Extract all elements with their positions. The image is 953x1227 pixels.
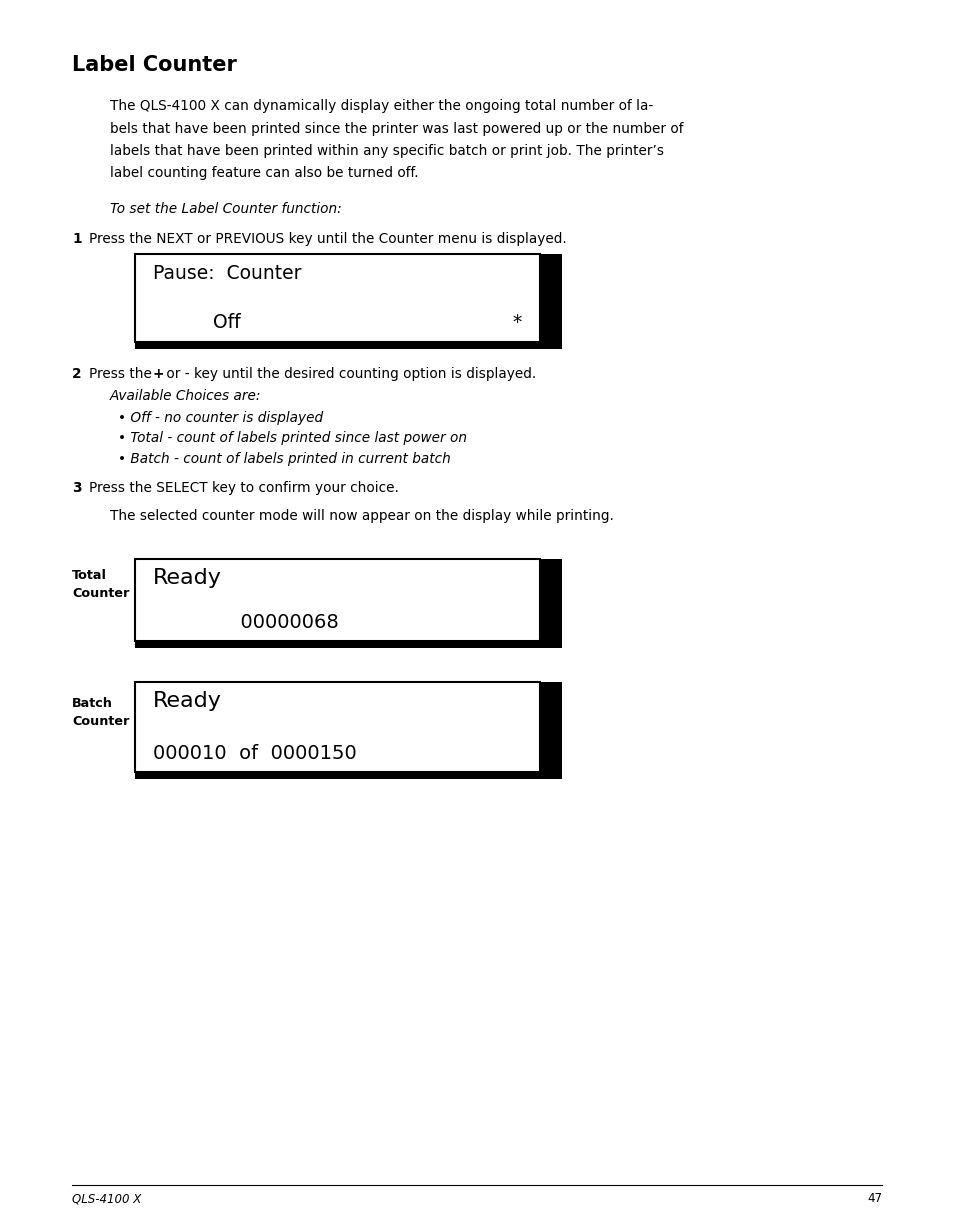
Bar — [135, 254, 539, 342]
Text: Available Choices are:: Available Choices are: — [110, 389, 261, 402]
Bar — [135, 340, 561, 348]
Bar — [539, 682, 561, 779]
Bar — [135, 560, 539, 642]
Text: • Total - count of labels printed since last power on: • Total - count of labels printed since … — [118, 432, 467, 445]
Text: Press the SELECT key to confirm your choice.: Press the SELECT key to confirm your cho… — [89, 481, 398, 494]
Text: The selected counter mode will now appear on the display while printing.: The selected counter mode will now appea… — [110, 509, 613, 524]
Text: 3: 3 — [71, 481, 82, 494]
Text: Off: Off — [152, 313, 240, 333]
Text: *: * — [512, 313, 521, 333]
Bar — [539, 560, 561, 648]
Text: labels that have been printed within any specific batch or print job. The printe: labels that have been printed within any… — [110, 144, 663, 158]
Text: Total
Counter: Total Counter — [71, 569, 130, 600]
Text: • Batch - count of labels printed in current batch: • Batch - count of labels printed in cur… — [118, 452, 450, 466]
Text: • Off - no counter is displayed: • Off - no counter is displayed — [118, 411, 323, 425]
Text: Press the: Press the — [89, 367, 156, 382]
Text: 47: 47 — [866, 1191, 882, 1205]
Text: Ready: Ready — [152, 568, 222, 589]
Text: Batch
Counter: Batch Counter — [71, 697, 130, 729]
Text: Label Counter: Label Counter — [71, 55, 236, 75]
Text: +: + — [152, 367, 163, 382]
Text: or - key until the desired counting option is displayed.: or - key until the desired counting opti… — [161, 367, 536, 382]
Text: 000010  of  0000150: 000010 of 0000150 — [152, 745, 356, 763]
Bar — [135, 639, 561, 648]
Bar — [135, 771, 561, 779]
Bar — [135, 682, 539, 773]
Text: Pause:  Counter: Pause: Counter — [152, 264, 301, 283]
Text: 2: 2 — [71, 367, 81, 382]
Text: 00000068: 00000068 — [152, 614, 338, 632]
Text: label counting feature can also be turned off.: label counting feature can also be turne… — [110, 167, 418, 180]
Text: The QLS-4100 X can dynamically display either the ongoing total number of la-: The QLS-4100 X can dynamically display e… — [110, 99, 653, 113]
Bar — [539, 254, 561, 348]
Text: bels that have been printed since the printer was last powered up or the number : bels that have been printed since the pr… — [110, 121, 682, 135]
Text: 1: 1 — [71, 232, 82, 245]
Text: QLS-4100 X: QLS-4100 X — [71, 1191, 141, 1205]
Text: Ready: Ready — [152, 691, 222, 712]
Text: Press the NEXT or PREVIOUS key until the Counter menu is displayed.: Press the NEXT or PREVIOUS key until the… — [89, 232, 566, 245]
Text: To set the Label Counter function:: To set the Label Counter function: — [110, 202, 341, 216]
